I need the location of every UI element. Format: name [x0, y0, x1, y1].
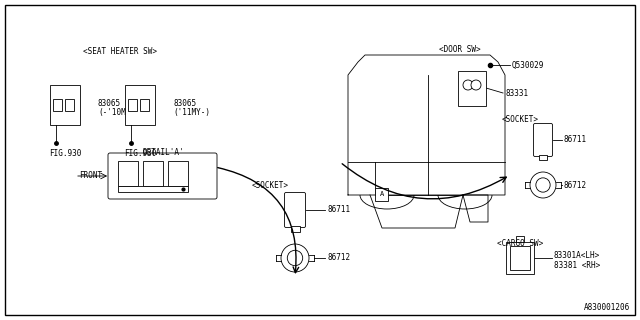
FancyBboxPatch shape [285, 193, 305, 228]
Circle shape [463, 80, 473, 90]
Circle shape [530, 172, 556, 198]
Bar [50, 85, 80, 125]
Circle shape [281, 244, 309, 272]
Bar [539, 155, 547, 160]
Text: 83381 <RH>: 83381 <RH> [554, 260, 600, 269]
Text: 83065: 83065 [173, 99, 196, 108]
Text: 86712: 86712 [327, 253, 350, 262]
Bar [125, 85, 155, 125]
Text: <CARGO SW>: <CARGO SW> [497, 238, 543, 247]
Text: A: A [380, 191, 383, 197]
Circle shape [536, 178, 550, 192]
Text: 83331: 83331 [505, 89, 528, 98]
Text: 86712: 86712 [564, 180, 587, 189]
FancyBboxPatch shape [108, 153, 217, 199]
Text: ('11MY-): ('11MY-) [173, 108, 210, 117]
FancyBboxPatch shape [534, 124, 552, 156]
Bar [168, 161, 188, 186]
Bar [458, 70, 486, 106]
Bar [53, 99, 62, 111]
Bar [118, 186, 188, 192]
Bar [506, 242, 534, 274]
Bar [65, 99, 74, 111]
Bar [516, 236, 524, 242]
Text: FRONT: FRONT [79, 172, 102, 180]
Text: A830001206: A830001206 [584, 303, 630, 312]
Text: 83301A<LH>: 83301A<LH> [554, 251, 600, 260]
Text: <SOCKET>: <SOCKET> [502, 116, 538, 124]
Circle shape [287, 250, 303, 266]
Text: <SOCKET>: <SOCKET> [252, 180, 289, 189]
Bar [143, 161, 163, 186]
Text: Q530029: Q530029 [512, 60, 545, 69]
Text: 83065: 83065 [98, 99, 121, 108]
Text: <SEAT HEATER SW>: <SEAT HEATER SW> [83, 47, 157, 57]
Bar [291, 226, 300, 232]
Text: <DOOR SW>: <DOOR SW> [439, 45, 481, 54]
Circle shape [471, 80, 481, 90]
Bar [128, 99, 137, 111]
Text: (-'10MY): (-'10MY) [98, 108, 135, 117]
Text: 86711: 86711 [564, 135, 587, 145]
Bar [375, 188, 388, 201]
Bar [140, 99, 149, 111]
Text: DETAIL'A': DETAIL'A' [142, 148, 184, 157]
Bar [118, 161, 138, 186]
Bar [510, 246, 530, 270]
Text: FIG.930: FIG.930 [49, 148, 81, 157]
Text: FIG.930: FIG.930 [124, 148, 156, 157]
Text: 86711: 86711 [327, 205, 350, 214]
